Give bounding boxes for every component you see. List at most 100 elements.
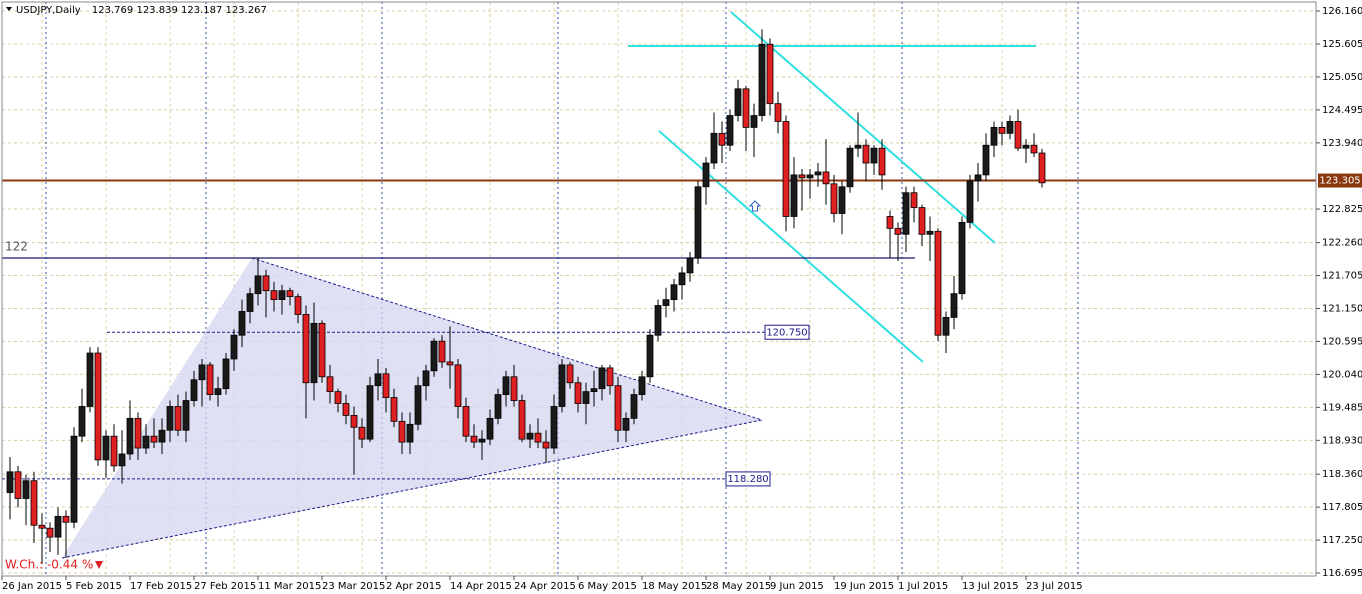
candle-body	[958, 222, 966, 295]
candle-body	[878, 147, 886, 176]
candle-body	[630, 394, 638, 419]
x-tick-label: 23 Mar 2015	[322, 581, 385, 592]
levels: 122 120.750 118.280	[2, 179, 1316, 487]
candle-body	[78, 406, 86, 437]
candle-body	[902, 192, 910, 235]
x-tick-label: 13 Jul 2015	[962, 581, 1019, 592]
candle-body	[86, 352, 94, 407]
level-label: 122	[5, 240, 28, 254]
y-tick-label: 122.260	[1322, 238, 1362, 249]
candle-body	[550, 406, 558, 449]
x-tick-label: 18 May 2015	[642, 581, 707, 592]
header-low: 123.187	[181, 5, 222, 16]
candle-body	[222, 358, 230, 390]
candle-body	[422, 370, 430, 387]
candle-body	[326, 376, 334, 393]
candle-body	[38, 524, 46, 529]
candle-body	[670, 284, 678, 300]
candle-body	[134, 417, 142, 449]
candle-body	[838, 186, 846, 214]
candle-body	[974, 174, 982, 182]
candle-body	[430, 340, 438, 372]
candle-body	[198, 364, 206, 381]
candle-body	[310, 322, 318, 384]
candle-body	[846, 147, 854, 188]
x-tick-label: 2 Apr 2015	[386, 581, 441, 592]
candle-body	[6, 471, 14, 493]
candle-body	[126, 417, 134, 455]
candle-body	[606, 367, 614, 387]
candle-body	[702, 162, 710, 188]
candle-body	[694, 186, 702, 259]
candle-body	[118, 453, 126, 467]
candle-body	[174, 406, 182, 431]
candle-body	[574, 382, 582, 404]
y-tick-label: 122.825	[1322, 204, 1362, 215]
y-tick-label: 123.940	[1322, 138, 1362, 149]
candle-body	[230, 334, 238, 360]
candle-body	[854, 144, 862, 149]
candle-body	[358, 426, 366, 440]
y-tick-label: 118.930	[1322, 435, 1362, 446]
candle-body	[622, 417, 630, 431]
x-tick-label: 28 May 2015	[706, 581, 771, 592]
x-tick-label: 1 Jul 2015	[898, 581, 948, 592]
x-tick-label: 14 Apr 2015	[450, 581, 512, 592]
y-tick-label: 125.050	[1322, 72, 1362, 83]
candle-body	[998, 127, 1006, 134]
candle-body	[710, 132, 718, 164]
candle-body	[726, 115, 734, 146]
candle-body	[22, 480, 30, 499]
candle-body	[758, 43, 766, 116]
candle-body	[278, 290, 286, 300]
candle-body	[206, 364, 214, 396]
level-label: 120.750	[766, 327, 807, 338]
candle-body	[830, 183, 838, 214]
candle-body	[886, 216, 894, 229]
candle-body	[526, 432, 534, 440]
candle-body	[246, 293, 254, 312]
candle-body	[686, 257, 694, 274]
candle-body	[158, 429, 166, 443]
triangle-edge	[251, 257, 763, 421]
candle-body	[366, 385, 374, 440]
candle-body	[62, 515, 70, 523]
candle-body	[582, 391, 590, 404]
level-box	[764, 324, 810, 340]
candle-body	[182, 400, 190, 431]
candle-body	[262, 275, 270, 292]
x-tick-label: 23 Jul 2015	[1026, 581, 1083, 592]
candle-body	[950, 293, 958, 318]
candle-body	[910, 192, 918, 208]
candle-body	[614, 385, 622, 431]
candle-body	[518, 400, 526, 440]
candle-body	[510, 376, 518, 401]
y-tick-label: 116.695	[1322, 568, 1362, 579]
candle-body	[862, 144, 870, 164]
symbol: USDJPY,Daily	[16, 5, 81, 16]
candle-body	[558, 364, 566, 407]
candle-body	[270, 290, 278, 300]
candle-body	[678, 272, 686, 286]
triangle-pattern	[62, 258, 762, 558]
candle-body	[566, 364, 574, 384]
y-tick-label: 120.595	[1322, 336, 1362, 347]
menu-triangle	[6, 7, 12, 11]
candle-body	[1014, 121, 1022, 149]
candle-body	[782, 121, 790, 217]
current-price-box	[1318, 173, 1362, 188]
candle-body	[294, 296, 302, 315]
candle-body	[54, 515, 62, 538]
candle-body	[398, 420, 406, 443]
candle-body	[342, 403, 350, 416]
plot-frame	[1, 1, 1317, 577]
candle-body	[662, 299, 670, 306]
candle-body	[894, 227, 902, 235]
y-tick-label: 120.040	[1322, 369, 1362, 380]
y-tick-label: 117.805	[1322, 502, 1362, 513]
candle-body	[446, 361, 454, 366]
candle-body	[470, 435, 478, 443]
candle-body	[438, 340, 446, 363]
current-price-label: 123.305	[1319, 176, 1360, 187]
